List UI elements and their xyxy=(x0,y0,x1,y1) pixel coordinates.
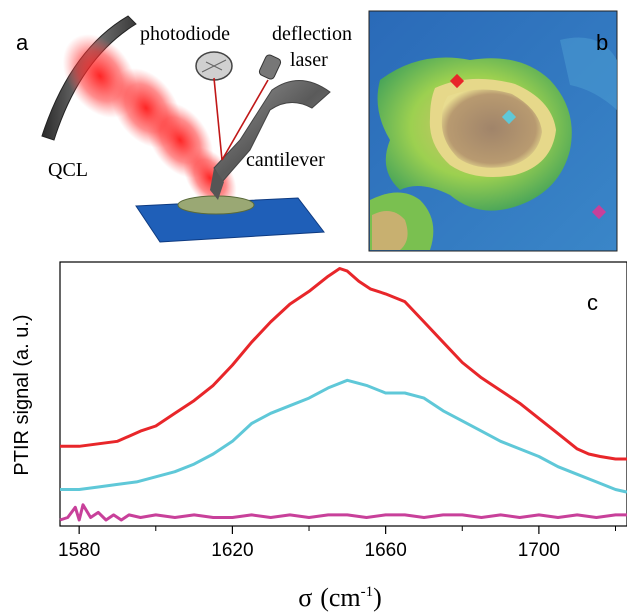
laser-label: laser xyxy=(290,49,328,71)
panel-letter-a: a xyxy=(16,30,29,55)
red-marker xyxy=(449,73,465,89)
qcl-mirror xyxy=(41,15,137,141)
cyan-marker xyxy=(501,109,517,125)
series-line-0 xyxy=(60,267,627,461)
y-axis-label: PTIR signal (a. u.) xyxy=(11,314,33,475)
x-tick-label-2: 1660 xyxy=(365,540,407,561)
spectra-chart: c 1580 1620 1660 1700 PTIR signal (a. u.) σ… xyxy=(11,261,627,612)
plot-frame xyxy=(59,261,627,527)
photodiode-icon xyxy=(195,51,233,81)
photodiode-label: photodiode xyxy=(140,23,230,45)
series-line-2 xyxy=(59,503,627,522)
x-tick-label-3: 1700 xyxy=(518,540,560,561)
topography-image xyxy=(370,37,617,250)
panel-letter-c: c xyxy=(587,290,598,315)
cantilever-label: cantilever xyxy=(246,149,325,171)
schematic-panel: a photodiode xyxy=(16,15,352,243)
x-axis-label: σ (cm-1) xyxy=(298,583,382,612)
magenta-marker xyxy=(591,204,607,220)
substrate xyxy=(135,195,325,243)
x-axis-label-close: ) xyxy=(373,583,382,612)
laser-path xyxy=(213,77,269,161)
cantilever xyxy=(210,80,331,200)
series-line-1 xyxy=(60,378,627,494)
x-axis-label-unit: (cm xyxy=(320,583,360,612)
qcl-label: QCL xyxy=(48,159,88,181)
deflection-laser-icon xyxy=(258,54,282,80)
x-axis-label-symbol: σ xyxy=(298,583,312,612)
topography-panel: b xyxy=(368,10,618,252)
deflection-label: deflection xyxy=(272,23,352,45)
panel-letter-b: b xyxy=(596,30,608,55)
ir-beam xyxy=(62,34,237,209)
x-axis-label-exponent: -1 xyxy=(361,584,374,600)
series-layer xyxy=(59,267,627,522)
x-tick-label-1: 1620 xyxy=(211,540,253,561)
x-axis-ticks: 1580 1620 1660 1700 xyxy=(58,526,617,561)
x-tick-label-0: 1580 xyxy=(58,540,100,561)
